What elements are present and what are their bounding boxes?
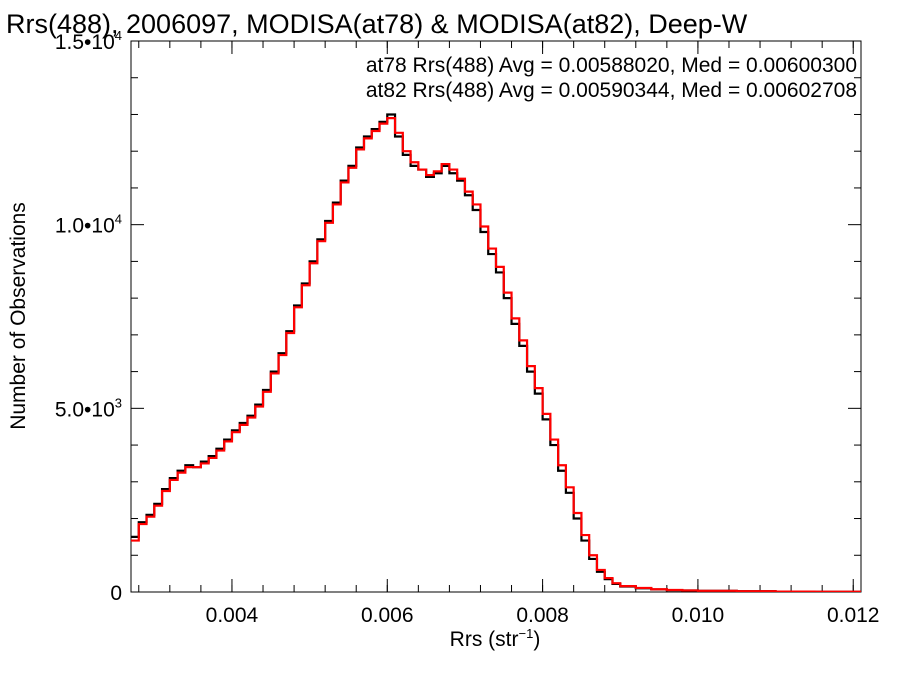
x-axis-label-sup: −1 <box>519 626 534 641</box>
x-axis-label-tail: ) <box>533 628 540 651</box>
plot-frame <box>130 40 862 593</box>
y-tick-label: 1.5•104 <box>55 28 122 54</box>
x-tick-label: 0.012 <box>827 604 880 627</box>
series-at82-line <box>131 117 861 592</box>
series-layer <box>131 113 861 592</box>
y-axis-label: Number of Observations <box>7 202 30 430</box>
annotation-at78: at78 Rrs(488) Avg = 0.00588020, Med = 0.… <box>366 54 857 77</box>
x-tick-label: 0.008 <box>516 604 569 627</box>
x-tick-label: 0.010 <box>672 604 725 627</box>
y-tick-label-base: 1.0•10 <box>55 215 115 238</box>
y-tick-label-sup: 3 <box>115 395 122 410</box>
series-at78-line <box>131 113 861 592</box>
x-axis-label: Rrs (str−1) <box>450 626 541 651</box>
y-tick-label: 5.0•103 <box>55 395 122 421</box>
axis-ticks <box>131 40 861 593</box>
x-tick-labels: 0.004 0.006 0.008 0.010 0.012 <box>206 604 880 627</box>
x-axis-label-base: Rrs (str <box>450 628 519 651</box>
y-tick-label: 1.0•104 <box>55 212 122 238</box>
y-tick-label-base: 0 <box>110 582 122 605</box>
y-tick-label-sup: 4 <box>115 28 122 43</box>
y-tick-label-base: 1.5•10 <box>55 31 115 54</box>
y-tick-label: 0 <box>110 582 122 605</box>
chart-title: Rrs(488), 2006097, MODISA(at78) & MODISA… <box>6 9 748 39</box>
x-tick-label: 0.004 <box>206 604 259 627</box>
x-tick-label: 0.006 <box>361 604 414 627</box>
y-tick-label-base: 5.0•10 <box>55 398 115 421</box>
annotation-at82: at82 Rrs(488) Avg = 0.00590344, Med = 0.… <box>366 79 857 102</box>
y-tick-label-sup: 4 <box>115 212 122 227</box>
